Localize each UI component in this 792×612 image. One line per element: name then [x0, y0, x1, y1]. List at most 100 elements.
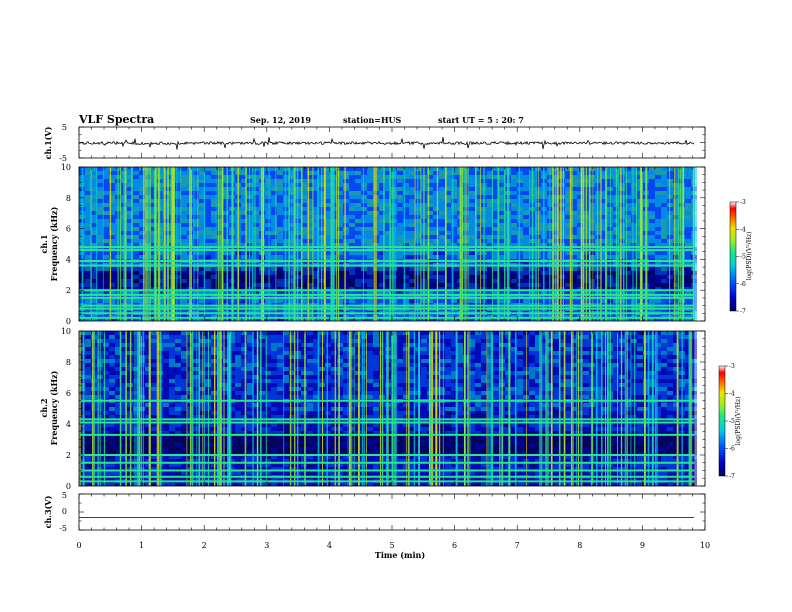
ch1-spectrogram-cell [601, 235, 607, 239]
ch1-spectrogram-cell [253, 211, 259, 215]
ch1-spectrogram-cell [325, 247, 331, 251]
ch1-spectrogram-cell [523, 247, 529, 251]
ch1-spectrogram-cell [253, 171, 259, 175]
ch1-spectrogram-cell [139, 243, 145, 247]
ch1-spectrogram-cell [499, 283, 505, 287]
ch1-spectrogram-cell [427, 239, 433, 243]
ch1-spectrogram-cell [127, 203, 133, 207]
ch1-spectrogram-cell [145, 167, 151, 171]
ch1-spectrogram-cell [139, 283, 145, 287]
ch2-spectrogram-cell [85, 431, 91, 435]
ch1-spectrogram-cell [127, 183, 133, 187]
ch1-colorbar-label: log(PSD)(V²/Hz) [746, 232, 753, 281]
ch1-spectrogram-cell [325, 203, 331, 207]
ch1-spectrogram-cell [343, 171, 349, 175]
ch1-spectrogram-cell [139, 267, 145, 271]
ch1-spectrogram-cell [577, 191, 583, 195]
ch1-spectrogram-cell [313, 199, 319, 203]
ch2-spectrogram-cell [85, 351, 91, 355]
ch1-spectrogram-cell [271, 179, 277, 183]
ch1-spectrogram-cell [385, 271, 391, 275]
ch1-spectrogram-cell [85, 223, 91, 227]
ch1-spectrogram-cell [199, 211, 205, 215]
ch1-spectrogram-cell [589, 175, 595, 179]
ch1-spectrogram-cell [277, 191, 283, 195]
ch1-spectrogram-cell [241, 215, 247, 219]
ch1-spectrogram-cell [391, 187, 397, 191]
ch1-spectrogram-cell [277, 255, 283, 259]
ch1-spectrogram-cell [349, 279, 355, 283]
ch2-spectrogram-cell [109, 335, 115, 339]
ch1-spectrogram-cell [427, 183, 433, 187]
ch1-spectrogram-cell [211, 187, 217, 191]
ch1-spectrogram-cell [307, 267, 313, 271]
ch1-spectrogram-cell [565, 275, 571, 279]
ch1-spectrogram-cell [205, 299, 211, 303]
ch1-spectrogram-cell [211, 247, 217, 251]
ch1-spectrogram-cell [355, 215, 361, 219]
ch1-spectrogram-cell [175, 235, 181, 239]
ch1-spectrogram-cell [193, 203, 199, 207]
ch1-spectrogram-cell [469, 283, 475, 287]
ch1-spectrogram-cell [433, 191, 439, 195]
ch1-spectrogram-cell [475, 231, 481, 235]
ch1-spectrogram-cell [535, 243, 541, 247]
ch1-spectrogram-cell [445, 211, 451, 215]
ch1-spectrogram-cell [397, 187, 403, 191]
ch1-spectrogram-cell [511, 255, 517, 259]
ch1-spectrogram-cell [337, 291, 343, 295]
ch1-spectrogram-cell [355, 179, 361, 183]
ch1-spectrogram-cell [97, 271, 103, 275]
ch1-spectrogram-cell [271, 271, 277, 275]
ch1-spectrogram-cell [433, 299, 439, 303]
ch1-spectrogram-cell [223, 183, 229, 187]
ch1-spectrogram-cell [379, 223, 385, 227]
ch1-spectrogram-cell [271, 251, 277, 255]
ch1-spectrogram-cell [337, 283, 343, 287]
ch1-spectrogram-cell [271, 183, 277, 187]
ch1-spectrogram-cell [133, 235, 139, 239]
ch1-spectrogram-cell [409, 175, 415, 179]
ch1-spectrogram-cell [619, 231, 625, 235]
ch1-spectrogram-cell [205, 183, 211, 187]
ch1-spectrogram-cell [211, 243, 217, 247]
ch1-spectrogram-cell [253, 283, 259, 287]
ch1-spectrogram-cell [559, 227, 565, 231]
ch1-spectrogram-cell [469, 279, 475, 283]
ch1-spectrogram-cell [391, 251, 397, 255]
ch1-spectrogram-cell [199, 291, 205, 295]
ch1-spectrogram-cell [103, 255, 109, 259]
ch1-spectrogram-cell [427, 207, 433, 211]
ch1-spectrogram-cell [427, 275, 433, 279]
ch1-spectrogram-cell [223, 195, 229, 199]
ch1-spectrogram-cell [619, 247, 625, 251]
ch2-spectrogram-cell [91, 391, 97, 395]
ch1-spectrogram-cell [433, 283, 439, 287]
ch1-spectrogram-cell [385, 227, 391, 231]
ch1-spectrogram-cell [343, 215, 349, 219]
ch1-spectrogram-cell [397, 215, 403, 219]
ch1-spectrogram-cell [199, 207, 205, 211]
ch1-spectrogram-cell [433, 199, 439, 203]
ch1-spectrogram-cell [271, 223, 277, 227]
ch1-spectrogram-cell [565, 251, 571, 255]
ch1-spectrogram-cell [85, 219, 91, 223]
ch1-spectrogram-cell [619, 235, 625, 239]
ch1-spectrogram-cell [271, 235, 277, 239]
ch1-spectrogram-cell [589, 247, 595, 251]
ch1-spectrogram-cell [133, 203, 139, 207]
ch1-spectrogram-cell [325, 211, 331, 215]
ch1-spectrogram-cell [571, 187, 577, 191]
ch2-spectrogram-cell [85, 343, 91, 347]
ch1-spectrogram-cell [343, 283, 349, 287]
ch1-spectrogram-cell [205, 251, 211, 255]
ch1-spectrogram-cell [175, 207, 181, 211]
ch1-spectrogram-cell [451, 223, 457, 227]
ch1-spectrogram-cell [241, 319, 247, 321]
ch1-spectrogram-cell [145, 279, 151, 283]
ch1-spectrogram-cell [589, 167, 595, 171]
ch1-spectrogram-cell [97, 275, 103, 279]
ch1-spectrogram-cell [571, 195, 577, 199]
ch1-spectrogram-cell [367, 271, 373, 275]
ch1-spectrogram-cell [439, 223, 445, 227]
